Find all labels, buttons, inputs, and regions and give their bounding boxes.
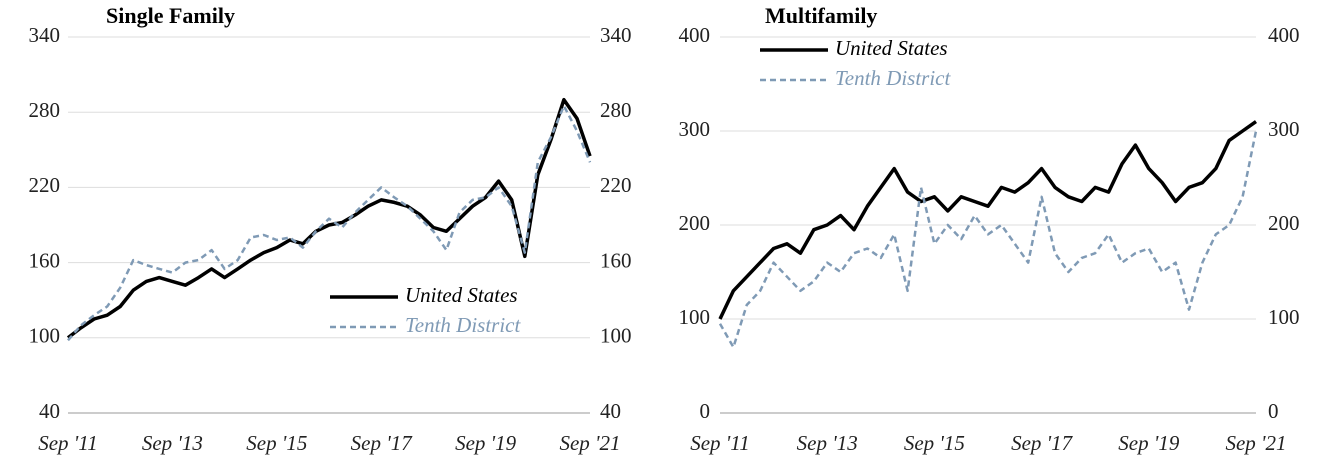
x-tick-label: Sep '15 (904, 431, 965, 455)
y-tick-label-right: 200 (1268, 211, 1300, 235)
legend-label: United States (405, 283, 518, 307)
x-tick-label: Sep '13 (142, 431, 203, 455)
x-tick-label: Sep '17 (1011, 431, 1074, 455)
y-tick-label-right: 100 (600, 324, 632, 348)
y-tick-label-right: 280 (600, 98, 632, 122)
y-tick-label: 100 (679, 305, 711, 329)
y-tick-label: 160 (29, 248, 61, 272)
y-tick-label: 220 (29, 173, 61, 197)
x-tick-label: Sep '19 (1118, 431, 1180, 455)
series-line (67, 104, 592, 342)
y-tick-label-right: 300 (1268, 117, 1300, 141)
chart-title: Single Family (106, 3, 235, 28)
series-line (718, 120, 1258, 320)
y-tick-label-right: 400 (1268, 23, 1300, 47)
y-tick-label: 40 (39, 399, 60, 423)
x-tick-label: Sep '17 (351, 431, 414, 455)
y-tick-label: 200 (679, 211, 711, 235)
y-tick-label-right: 340 (600, 23, 632, 47)
x-tick-label: Sep '19 (455, 431, 517, 455)
y-tick-label: 280 (29, 98, 61, 122)
y-tick-label: 100 (29, 324, 61, 348)
y-tick-label-right: 220 (600, 173, 632, 197)
x-tick-label: Sep '21 (1225, 431, 1286, 455)
y-tick-label: 400 (679, 23, 711, 47)
x-tick-label: Sep '13 (797, 431, 858, 455)
x-tick-label: Sep '11 (38, 431, 98, 455)
y-tick-label-right: 40 (600, 399, 621, 423)
y-tick-label-right: 160 (600, 248, 632, 272)
x-tick-label: Sep '15 (246, 431, 307, 455)
legend-label: Tenth District (835, 66, 951, 90)
y-tick-label: 340 (29, 23, 61, 47)
y-tick-label: 0 (700, 399, 711, 423)
y-tick-label: 300 (679, 117, 711, 141)
x-tick-label: Sep '11 (690, 431, 750, 455)
legend-label: Tenth District (405, 313, 521, 337)
series-line (66, 97, 592, 340)
y-tick-label-right: 100 (1268, 305, 1300, 329)
chart-title: Multifamily (765, 3, 877, 28)
y-tick-label-right: 0 (1268, 399, 1279, 423)
legend-label: United States (835, 36, 948, 60)
x-tick-label: Sep '21 (559, 431, 620, 455)
series-line (718, 130, 1258, 349)
